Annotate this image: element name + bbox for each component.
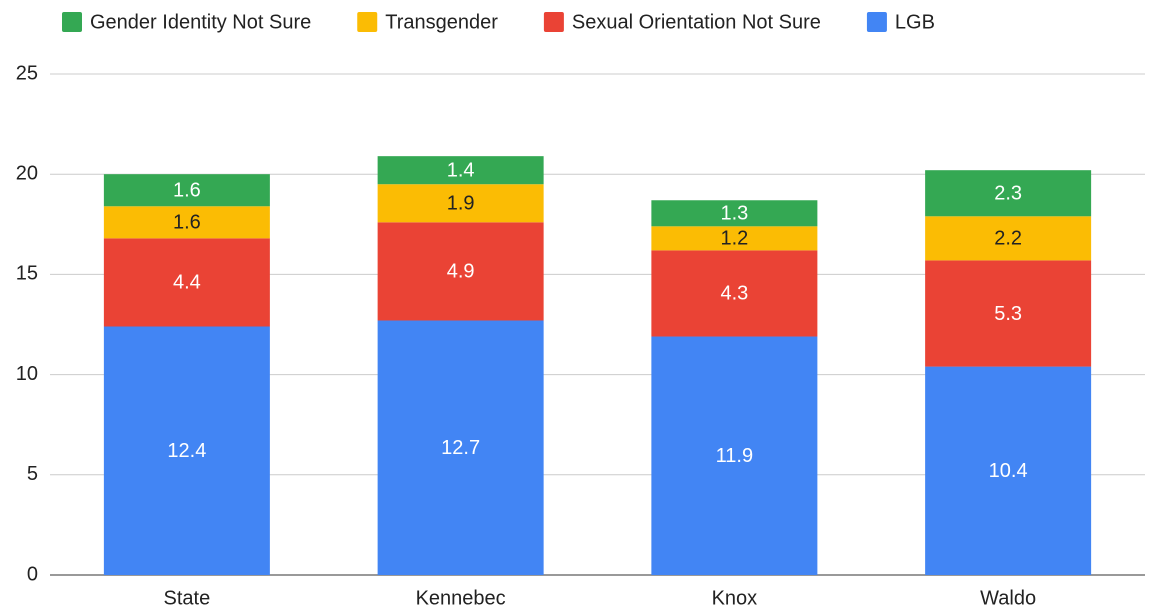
x-tick-label: Knox <box>712 587 758 609</box>
legend-label: Gender Identity Not Sure <box>90 11 311 33</box>
data-label: 2.2 <box>994 228 1022 250</box>
x-tick-label: Kennebec <box>416 587 506 609</box>
data-label: 4.3 <box>720 283 748 305</box>
legend-label: Sexual Orientation Not Sure <box>572 11 821 33</box>
y-tick-label: 10 <box>16 363 38 385</box>
data-label: 1.2 <box>720 228 748 250</box>
y-tick-label: 20 <box>16 162 38 184</box>
y-tick-label: 15 <box>16 263 38 285</box>
bar-segment <box>925 260 1092 367</box>
data-label: 4.9 <box>447 261 475 283</box>
bar-segment <box>925 170 1092 217</box>
data-label: 1.3 <box>720 203 748 225</box>
bar-segment <box>925 366 1092 575</box>
x-tick-label: Waldo <box>980 587 1036 609</box>
data-label: 1.6 <box>173 180 201 202</box>
bar-segment <box>651 226 818 251</box>
data-label: 11.9 <box>716 445 753 467</box>
data-label: 5.3 <box>994 303 1022 325</box>
bar-segment <box>651 250 818 337</box>
data-label: 10.4 <box>989 460 1028 482</box>
data-label: 2.3 <box>994 183 1022 205</box>
bar-segment <box>651 200 818 227</box>
data-label: 12.4 <box>167 440 206 462</box>
data-label: 4.4 <box>173 272 201 294</box>
data-label: 12.7 <box>441 437 480 459</box>
bar-segment <box>103 206 270 239</box>
y-tick-label: 0 <box>27 563 38 585</box>
legend-label: LGB <box>895 11 935 33</box>
legend-swatch <box>866 12 887 32</box>
bar-segment <box>377 156 544 185</box>
bar-segment <box>377 222 544 321</box>
bar-segment <box>925 216 1092 261</box>
x-tick-label: State <box>164 587 211 609</box>
bar-segment <box>103 174 270 207</box>
data-label: 1.6 <box>173 212 201 234</box>
legend-label: Transgender <box>385 11 498 33</box>
legend-swatch <box>543 12 564 32</box>
legend-swatch <box>62 12 82 32</box>
y-tick-label: 25 <box>16 62 38 84</box>
bar-segment <box>377 184 544 223</box>
bar-segment <box>103 238 270 327</box>
y-tick-label: 5 <box>27 463 38 485</box>
bar-segment <box>377 320 544 575</box>
bar-segment <box>103 326 270 575</box>
bar-segment <box>651 336 818 575</box>
legend-swatch <box>357 12 378 32</box>
data-label: 1.4 <box>447 159 475 181</box>
data-label: 1.9 <box>447 193 475 215</box>
